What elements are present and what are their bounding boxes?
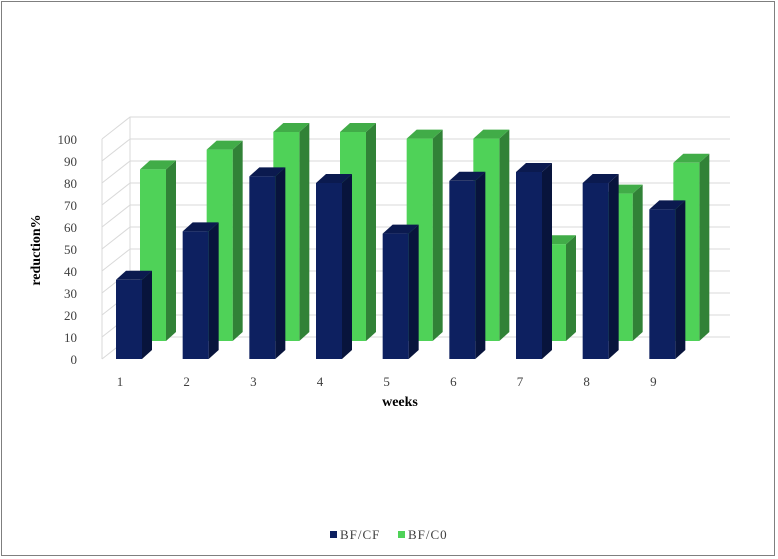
bar-bf-cf-week-8 xyxy=(582,174,619,359)
bar-bf-cf-week-1 xyxy=(116,270,152,359)
bar-bf-cf-week-5 xyxy=(382,224,419,359)
gridlines xyxy=(101,116,730,360)
y-tick-label: 50 xyxy=(64,242,77,257)
x-tick-label: 3 xyxy=(250,374,257,389)
x-tick-label: 9 xyxy=(650,374,657,389)
legend-swatch-bf-cf xyxy=(330,531,337,538)
x-tick-label: 7 xyxy=(517,374,524,389)
x-tick-label: 2 xyxy=(183,374,190,389)
bar-bf-cf-week-4 xyxy=(316,174,352,359)
bar-bf-cf-week-2 xyxy=(182,222,219,359)
x-axis-ticks: 1 2 3 4 5 6 7 8 9 xyxy=(117,374,657,389)
bar-bf-cf-week-6 xyxy=(449,171,486,359)
bar-bf-cf-week-3 xyxy=(249,167,286,359)
y-tick-label: 30 xyxy=(64,286,77,301)
bar-bf-c0-week-1 xyxy=(140,160,176,341)
bar-bf-cf-week-7 xyxy=(516,163,552,359)
series-front-bars xyxy=(116,163,686,359)
y-tick-label: 80 xyxy=(64,176,77,191)
y-tick-label: 90 xyxy=(64,154,77,169)
legend: BF/CF BF/C0 xyxy=(330,527,448,542)
y-tick-label: 100 xyxy=(58,132,78,147)
x-tick-label: 5 xyxy=(383,374,390,389)
x-tick-label: 8 xyxy=(583,374,590,389)
y-axis-title: reduction% xyxy=(29,214,44,285)
y-tick-label: 20 xyxy=(64,308,77,323)
bar-bf-c0-week-4 xyxy=(340,123,376,341)
x-tick-label: 4 xyxy=(317,374,324,389)
legend-swatch-bf-c0 xyxy=(398,531,405,538)
y-tick-label: 40 xyxy=(64,264,77,279)
y-tick-label: 0 xyxy=(71,352,78,367)
series-back-bars xyxy=(140,123,710,341)
x-tick-label: 6 xyxy=(450,374,457,389)
y-axis-ticks: 0 10 20 30 40 50 60 70 80 90 100 xyxy=(58,132,78,367)
y-tick-label: 70 xyxy=(64,198,77,213)
x-tick-label: 1 xyxy=(117,374,124,389)
bar-bf-cf-week-9 xyxy=(649,200,686,359)
y-tick-label: 60 xyxy=(64,220,77,235)
bar-bf-c0-week-9 xyxy=(673,153,710,341)
y-tick-label: 10 xyxy=(64,330,77,345)
x-axis-title: weeks xyxy=(382,395,418,410)
legend-label-bf-c0: BF/C0 xyxy=(408,527,448,542)
legend-label-bf-cf: BF/CF xyxy=(340,527,380,542)
